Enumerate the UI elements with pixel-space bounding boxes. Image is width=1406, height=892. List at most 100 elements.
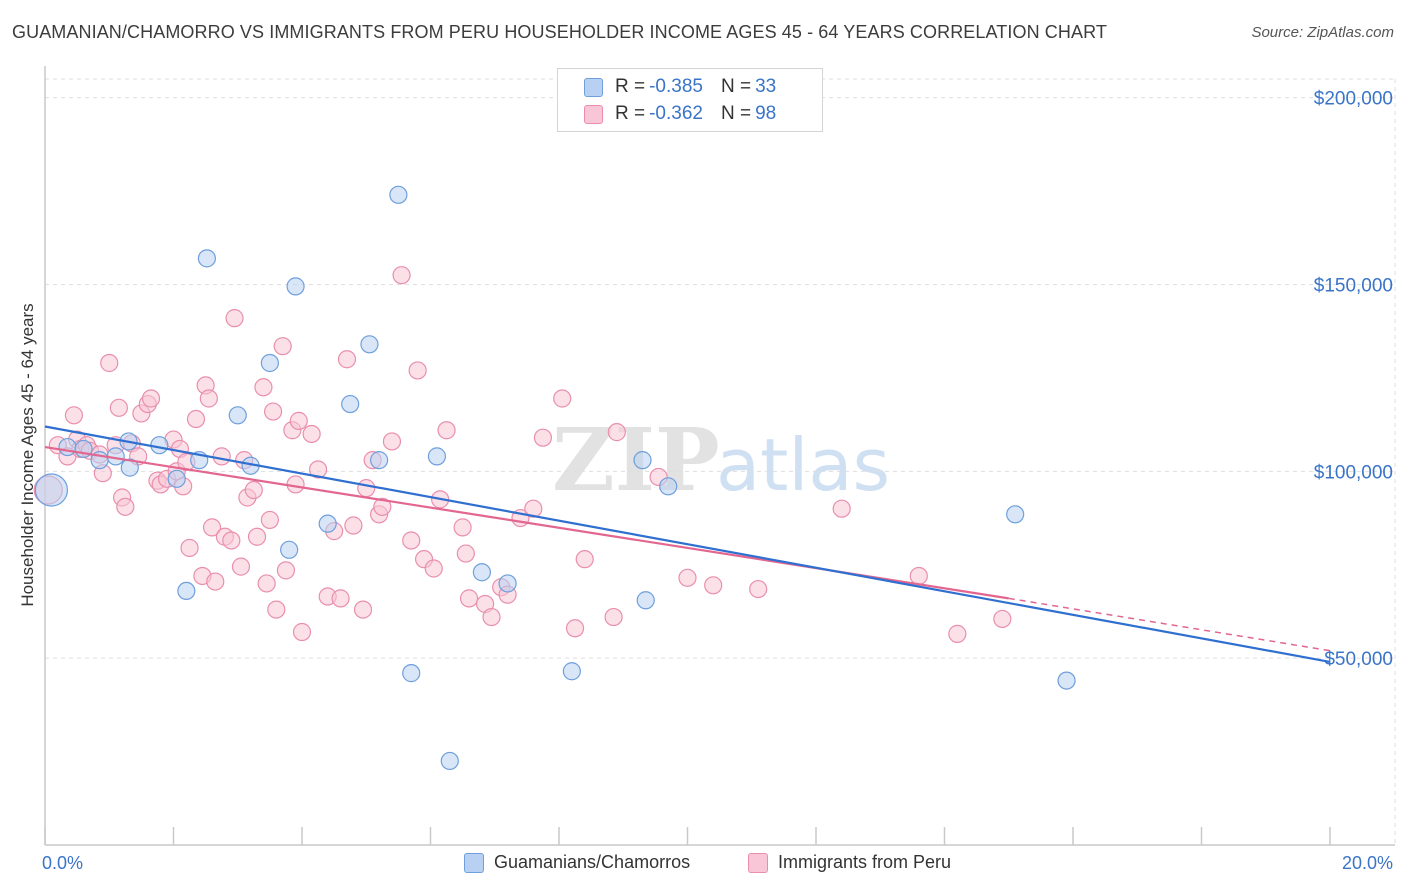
y-tick-label: $100,000 <box>1314 462 1393 483</box>
legend-r-label: R = <box>615 103 646 124</box>
data-point-guamanian <box>427 447 447 466</box>
data-point-peru <box>553 389 572 408</box>
watermark-atlas: atlas <box>716 423 890 507</box>
data-point-peru <box>948 624 967 643</box>
data-point-guamanian <box>318 514 337 533</box>
data-point-guamanian <box>659 477 678 496</box>
tick-labels: $50,000 $100,000 $150,000 $200,000 0.0% 20.0%… <box>18 89 1393 873</box>
data-point-peru <box>456 544 475 563</box>
data-point-guamanian <box>472 563 491 582</box>
data-point-peru <box>292 622 312 642</box>
data-point-guamanian <box>1006 505 1025 524</box>
data-point-peru <box>533 428 553 447</box>
data-point-peru <box>267 600 286 619</box>
data-point-guamanian <box>228 406 247 425</box>
legend-r-value: -0.362 <box>649 103 703 124</box>
bottom-legend: Guamanians/Chamorros Immigrants from Per… <box>0 852 1406 876</box>
data-point-peru <box>260 510 279 530</box>
trend-line-peru-extrapolated <box>1008 597 1331 652</box>
data-point-peru <box>302 424 321 444</box>
data-point-peru <box>64 406 84 425</box>
data-point-peru <box>254 378 273 397</box>
data-point-guamanian <box>389 185 408 204</box>
data-point-guamanian <box>260 353 279 373</box>
data-point-peru <box>199 389 218 408</box>
legend-r-label: R = <box>615 76 646 97</box>
data-point-peru <box>704 576 723 595</box>
data-point-peru <box>100 353 119 373</box>
data-point-peru <box>402 531 421 550</box>
data-point-guamanian <box>341 394 360 414</box>
data-point-peru <box>141 389 161 408</box>
data-point-peru <box>263 402 283 421</box>
data-point-peru <box>308 460 328 479</box>
data-point-peru <box>453 518 472 537</box>
data-point-guamanian <box>286 277 305 296</box>
data-point-peru <box>109 398 128 417</box>
data-point-guamanian <box>498 574 517 593</box>
data-point-guamanian <box>58 437 77 457</box>
data-point-guamanian <box>120 458 139 477</box>
legend-n-value: 33 <box>755 76 777 97</box>
data-point-peru <box>337 350 357 369</box>
y-tick-label: $150,000 <box>1314 276 1393 297</box>
bottom-legend-peru: Immigrants from Peru <box>748 852 951 873</box>
x-tick-label-min: 0.0% <box>42 853 83 873</box>
data-point-peru <box>212 447 231 466</box>
data-point-peru <box>524 499 543 518</box>
bottom-legend-swatch-blue <box>464 852 484 873</box>
legend-n-label: N = <box>720 103 752 124</box>
data-point-guamanian <box>280 540 299 559</box>
data-point-peru <box>289 411 308 430</box>
data-point-peru <box>565 619 585 638</box>
bottom-legend-guamanians: Guamanians/Chamorros <box>464 852 690 873</box>
legend-swatch-pink <box>584 104 603 124</box>
data-point-peru <box>749 579 768 599</box>
stats-legend: R = -0.385 N = 33 R = -0.362 N = 98 <box>557 68 823 132</box>
data-point-peru <box>408 361 427 380</box>
data-point-guamanian <box>167 469 186 488</box>
data-point-peru <box>231 557 251 576</box>
data-point-peru <box>604 607 623 627</box>
y-axis-label: Householder Income Ages 45 - 64 years <box>18 303 37 606</box>
data-point-peru <box>909 566 928 586</box>
data-point-peru <box>331 589 350 608</box>
data-point-peru <box>225 309 244 328</box>
data-point-guamanian <box>360 335 379 354</box>
data-point-peru <box>424 559 443 578</box>
data-point-peru <box>257 574 276 593</box>
data-point-peru <box>357 479 376 498</box>
data-point-guamanian <box>636 591 655 610</box>
legend-r-value: -0.385 <box>649 76 703 97</box>
chart-title: GUAMANIAN/CHAMORRO VS IMMIGRANTS FROM PE… <box>12 22 1107 42</box>
series-guamanians-chamorros <box>34 185 1076 771</box>
data-point-peru <box>202 518 222 537</box>
data-point-peru <box>993 609 1012 629</box>
data-point-peru <box>206 572 225 591</box>
bottom-legend-swatch-pink <box>748 852 768 873</box>
data-point-peru <box>244 480 263 500</box>
legend-swatch-blue <box>584 77 603 97</box>
x-tick-label-max: 20.0% <box>1342 853 1393 873</box>
y-tick-label: $200,000 <box>1314 89 1393 110</box>
trend-line-guamanian <box>44 425 1331 663</box>
data-point-guamanian <box>177 581 196 601</box>
data-point-peru <box>116 497 135 516</box>
y-tick-label: $50,000 <box>1324 649 1393 670</box>
data-point-guamanian <box>370 451 389 470</box>
source-credit: Source: ZipAtlas.com <box>1251 24 1394 41</box>
legend-row-guamanians: R = -0.385 N = 33 <box>584 75 776 99</box>
data-point-guamanian <box>197 249 217 268</box>
bottom-legend-label: Immigrants from Peru <box>778 852 952 872</box>
data-point-peru <box>437 421 456 440</box>
data-point-peru <box>575 550 594 569</box>
data-point-peru <box>344 516 363 535</box>
legend-n-value: 98 <box>755 103 777 124</box>
data-point-peru <box>276 561 296 580</box>
data-point-peru <box>373 497 392 516</box>
watermark: ZIP atlas <box>552 410 890 511</box>
legend-row-peru: R = -0.362 N = 98 <box>584 102 776 126</box>
data-point-peru <box>247 527 267 546</box>
axes <box>44 66 1395 846</box>
